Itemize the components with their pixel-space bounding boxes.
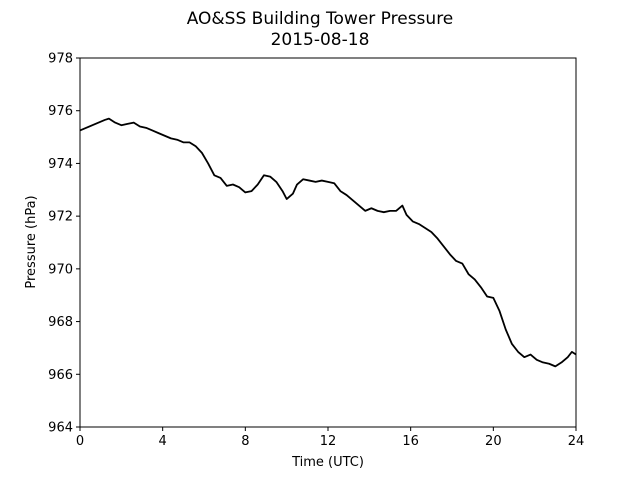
x-tick-label: 16 xyxy=(402,434,419,449)
y-tick-label: 970 xyxy=(48,262,73,277)
x-tick-label: 0 xyxy=(76,434,84,449)
x-axis-label: Time (UTC) xyxy=(291,455,364,470)
x-tick-label: 24 xyxy=(568,434,585,449)
y-tick-label: 976 xyxy=(48,104,73,119)
y-tick-label: 978 xyxy=(48,52,73,67)
chart-subtitle: 2015-08-18 xyxy=(271,30,370,50)
y-tick-label: 972 xyxy=(48,210,73,225)
y-tick-label: 968 xyxy=(48,315,73,330)
y-tick-label: 964 xyxy=(48,421,73,436)
y-tick-label: 974 xyxy=(48,157,73,172)
x-tick-label: 12 xyxy=(320,434,337,449)
y-axis: 964 966 968 970 972 974 976 978 xyxy=(48,52,80,436)
y-axis-label: Pressure (hPa) xyxy=(24,195,39,288)
x-axis: 0 4 8 12 16 20 24 xyxy=(76,427,584,449)
x-tick-label: 8 xyxy=(241,434,249,449)
x-tick-label: 20 xyxy=(485,434,502,449)
plot-area-frame xyxy=(79,57,577,428)
chart-title: AO&SS Building Tower Pressure xyxy=(187,9,454,29)
pressure-series-line xyxy=(79,117,577,368)
x-tick-label: 4 xyxy=(159,434,167,449)
y-tick-label: 966 xyxy=(48,368,73,383)
